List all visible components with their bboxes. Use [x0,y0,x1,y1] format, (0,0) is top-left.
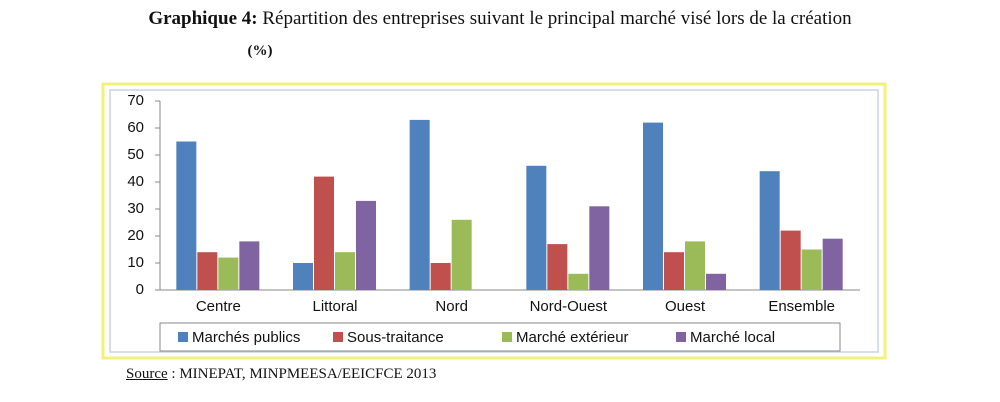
bar [239,241,260,290]
legend-swatch [333,332,343,342]
legend-swatch [178,332,188,342]
legend-swatch [502,332,512,342]
bar [356,200,376,290]
x-tick-label: Nord [435,298,468,315]
bar [706,273,726,290]
title-label: Graphique 4: [148,8,258,29]
bar [664,252,684,290]
bar [822,238,843,290]
x-tick-label: Ouest [665,298,706,315]
bar [643,122,663,290]
bar [451,219,472,290]
y-tick-label: 70 [127,92,144,109]
bar [759,171,780,290]
legend [159,322,841,352]
source: Source : MINEPAT, MINPMEESA/EEICFCE 2013 [126,366,436,383]
bar [589,206,610,290]
y-tick-label: 20 [127,227,144,244]
y-tick-label: 10 [127,254,144,271]
source-label: Source [126,366,168,382]
y-tick-label: 30 [127,200,144,217]
bar [218,257,239,290]
bar [568,273,589,290]
legend-label: Marchés publics [192,329,300,346]
legend-label: Sous-traitance [347,329,444,346]
legend-swatch [676,332,686,342]
bar [176,141,197,290]
source-text: : MINEPAT, MINPMEESA/EEICFCE 2013 [171,366,437,382]
bar [314,176,334,290]
y-tick-label: 0 [136,281,144,298]
chart-frame [101,82,887,360]
chart-title: Graphique 4: Répartition des entreprises… [0,8,1000,30]
bar [293,263,313,290]
bar [409,119,430,291]
bar [801,249,822,290]
bar [197,252,218,290]
y-tick-label: 50 [127,146,144,163]
bar [526,165,547,290]
bar [430,263,451,290]
bar [335,252,355,290]
bar [547,244,568,290]
unit-label: (%) [247,43,273,59]
plot-frame [109,89,879,353]
x-tick-label: Nord-Ouest [530,298,608,315]
y-tick-label: 40 [127,173,144,190]
title-text: Répartition des entreprises suivant le p… [262,8,852,29]
x-tick-label: Littoral [312,298,357,315]
bar [685,241,705,290]
bar [780,230,801,290]
y-tick-label: 60 [127,119,144,136]
x-tick-label: Ensemble [768,298,835,315]
legend-label: Marché local [690,329,775,346]
x-tick-label: Centre [196,298,241,315]
legend-label: Marché extérieur [516,329,629,346]
